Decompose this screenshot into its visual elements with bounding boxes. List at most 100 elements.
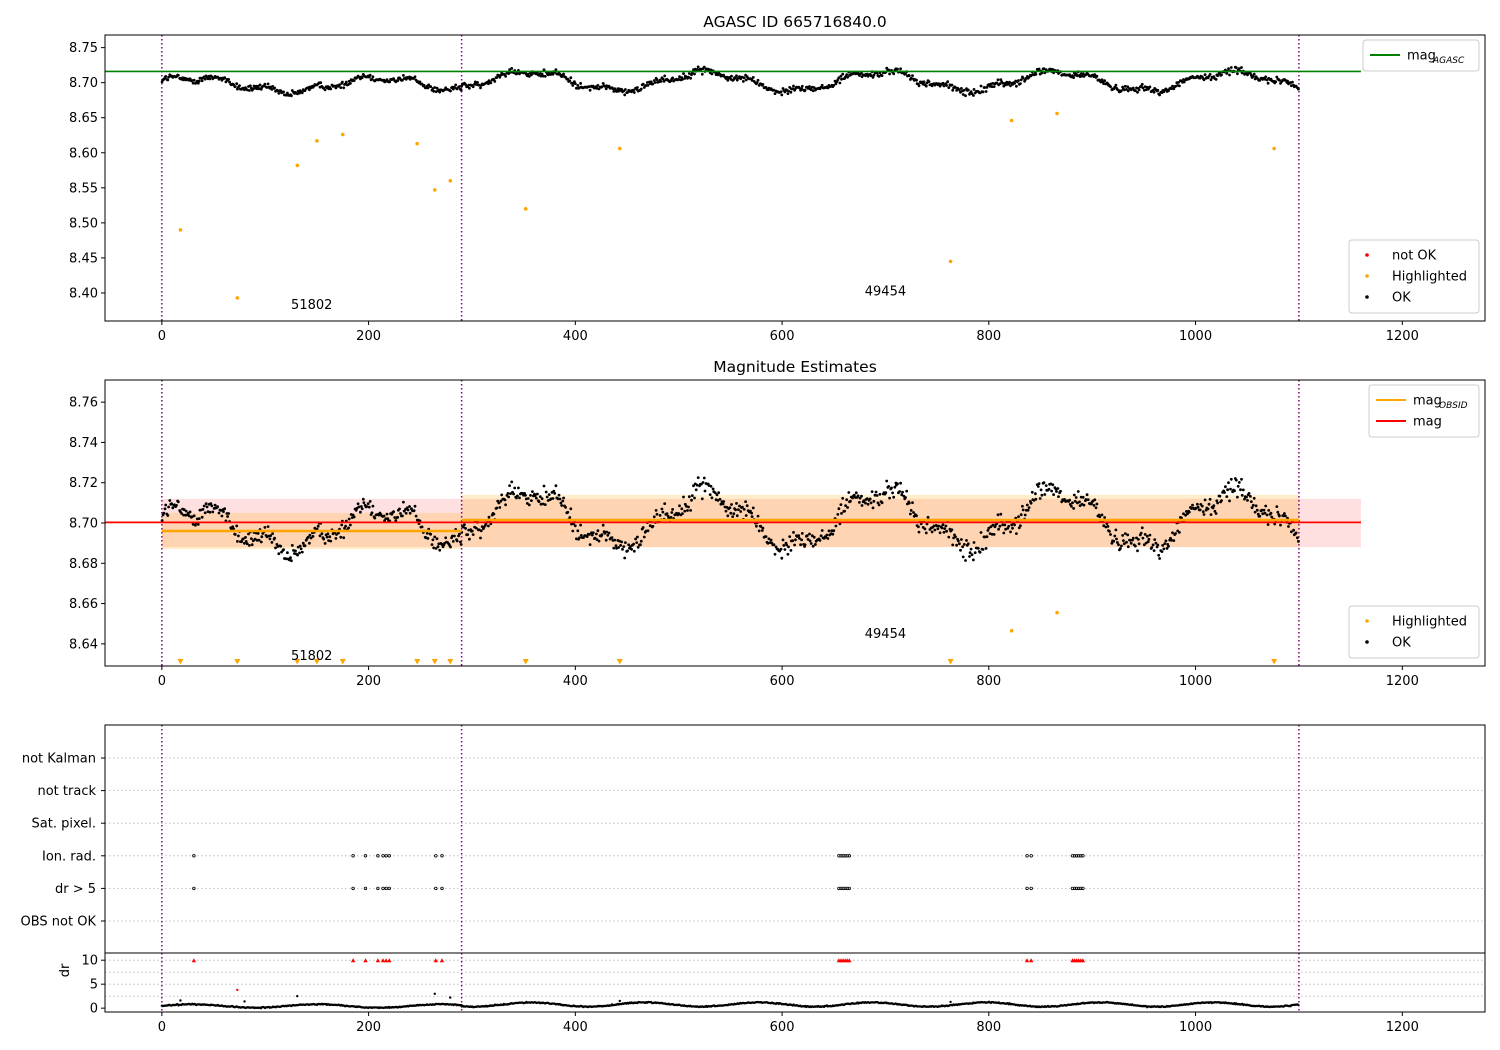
legend-label-subscript: OBSID <box>1439 401 1468 411</box>
ok-point <box>402 500 405 504</box>
ok-point <box>282 90 285 94</box>
ok-point <box>228 80 232 84</box>
ok-point <box>187 514 191 518</box>
ok-point <box>786 552 790 556</box>
ok-point <box>958 542 961 546</box>
ok-point <box>787 89 790 93</box>
ok-point <box>540 497 544 500</box>
ok-point <box>1136 549 1139 553</box>
ok-point <box>437 88 441 92</box>
flag-point <box>192 886 196 891</box>
ok-point <box>534 496 538 500</box>
ok-point <box>432 546 436 550</box>
ok-point <box>846 506 849 509</box>
ok-point <box>342 86 346 90</box>
ok-point <box>899 481 902 485</box>
ok-point <box>370 511 374 515</box>
ok-point <box>972 558 975 562</box>
ok-point <box>779 90 783 94</box>
ok-point <box>578 536 581 540</box>
ok-point <box>636 545 640 549</box>
ok-point <box>432 89 436 93</box>
ok-point <box>191 522 195 526</box>
ok-point <box>1156 88 1160 92</box>
ok-point <box>812 535 816 539</box>
ok-point <box>470 529 474 533</box>
ok-point <box>794 538 797 542</box>
ok-point <box>925 522 929 526</box>
ok-point <box>780 556 784 560</box>
ok-point <box>856 494 860 498</box>
ok-point <box>458 532 461 536</box>
ok-point <box>1207 502 1211 506</box>
ok-point <box>306 535 310 539</box>
ok-point <box>222 510 225 513</box>
ok-point <box>845 498 849 502</box>
ok-point <box>451 534 454 538</box>
y-tick-label: 8.60 <box>69 146 98 161</box>
ok-point <box>841 496 845 500</box>
ok-point <box>1126 89 1130 93</box>
ok-point <box>860 504 864 507</box>
ok-point <box>455 539 459 543</box>
ok-point <box>724 509 728 513</box>
ok-point <box>1025 503 1029 507</box>
ok-point <box>1209 78 1213 82</box>
chart-title: AGASC ID 665716840.0 <box>703 13 887 31</box>
ok-point <box>961 93 965 96</box>
legend-dot-swatch <box>1365 619 1369 623</box>
ok-point <box>751 506 755 510</box>
ok-point <box>682 72 685 75</box>
ok-point <box>884 491 888 495</box>
ok-point <box>459 543 463 546</box>
dr-clipped-marker <box>363 958 368 963</box>
ok-point <box>258 83 262 87</box>
ok-point <box>985 86 989 89</box>
ok-point <box>1095 74 1099 78</box>
ok-point <box>605 530 609 534</box>
ok-point <box>233 533 237 536</box>
flag-point <box>839 886 843 891</box>
ok-point <box>970 553 974 557</box>
ok-point <box>1165 547 1169 550</box>
ok-point <box>832 84 836 87</box>
ok-point <box>562 496 565 500</box>
ok-point <box>319 81 323 85</box>
flag-point <box>376 854 380 858</box>
ok-point <box>1026 508 1030 512</box>
ok-point <box>1008 80 1011 84</box>
ok-point <box>190 515 194 519</box>
ok-point <box>1122 539 1125 542</box>
ok-point <box>960 538 963 541</box>
ok-point <box>192 514 196 518</box>
ok-point <box>498 506 502 509</box>
ok-point <box>553 492 557 495</box>
ok-point <box>308 541 311 545</box>
ok-point <box>479 529 483 533</box>
ok-point <box>1245 495 1248 499</box>
ok-point <box>1252 72 1256 76</box>
ok-point <box>1284 514 1287 518</box>
ok-point <box>196 81 200 85</box>
obsid-label: 49454 <box>865 627 906 642</box>
ok-point <box>1093 498 1097 502</box>
ok-point <box>303 544 307 548</box>
ok-point <box>510 480 514 484</box>
ok-point <box>1275 505 1279 508</box>
ok-point <box>1100 78 1104 82</box>
ok-point <box>1255 508 1259 512</box>
ok-point <box>1287 525 1290 528</box>
highlighted-point <box>178 228 183 232</box>
ok-point <box>211 510 215 514</box>
x-tick-label: 800 <box>976 674 1001 689</box>
ok-point <box>1253 510 1257 514</box>
x-tick-label: 800 <box>976 329 1001 344</box>
ok-point <box>666 514 670 518</box>
ok-point <box>1093 73 1097 76</box>
ok-point <box>266 525 270 528</box>
ok-point <box>238 84 241 87</box>
ok-point <box>175 504 178 507</box>
x-tick-label: 600 <box>770 1020 795 1035</box>
flag-point <box>440 886 444 891</box>
highlighted-marker <box>234 658 241 665</box>
